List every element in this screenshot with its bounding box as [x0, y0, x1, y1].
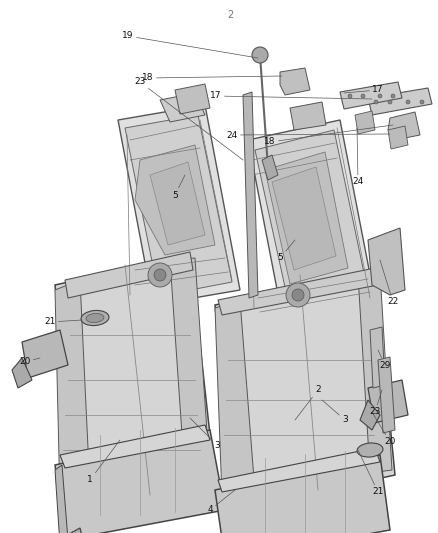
Text: 1: 1	[87, 440, 120, 484]
Circle shape	[391, 94, 395, 98]
Text: 4: 4	[207, 490, 235, 514]
Text: 24: 24	[226, 131, 390, 140]
Polygon shape	[125, 115, 232, 296]
Polygon shape	[22, 330, 68, 378]
Polygon shape	[388, 126, 408, 149]
Text: 7: 7	[0, 532, 1, 533]
Text: 6: 6	[0, 532, 1, 533]
Polygon shape	[358, 272, 392, 473]
Text: 18: 18	[264, 125, 393, 147]
Polygon shape	[170, 258, 210, 478]
Polygon shape	[378, 357, 395, 433]
Polygon shape	[215, 455, 390, 533]
Circle shape	[420, 100, 424, 104]
Text: 20: 20	[19, 358, 40, 367]
Polygon shape	[340, 82, 402, 109]
Polygon shape	[218, 448, 380, 492]
Circle shape	[378, 94, 382, 98]
Polygon shape	[65, 252, 193, 298]
Polygon shape	[60, 425, 210, 468]
Text: 3: 3	[190, 418, 220, 449]
Polygon shape	[280, 68, 310, 95]
Circle shape	[348, 94, 352, 98]
Polygon shape	[272, 167, 336, 270]
Polygon shape	[175, 84, 210, 114]
Text: 29: 29	[378, 350, 391, 369]
Text: 28: 28	[0, 532, 1, 533]
Text: 25: 25	[0, 532, 1, 533]
Text: 3: 3	[322, 400, 348, 424]
Text: 21: 21	[44, 318, 82, 327]
Circle shape	[388, 100, 392, 104]
Circle shape	[148, 263, 172, 287]
Polygon shape	[360, 400, 380, 430]
Text: 28: 28	[0, 532, 1, 533]
Text: 23: 23	[369, 390, 382, 416]
Text: 17: 17	[210, 92, 372, 101]
Polygon shape	[370, 327, 385, 388]
Text: 20: 20	[372, 412, 396, 447]
Text: 5: 5	[172, 175, 185, 199]
Text: 23: 23	[134, 77, 243, 160]
Polygon shape	[52, 528, 88, 533]
Text: 6: 6	[0, 532, 1, 533]
Text: 22: 22	[380, 260, 399, 306]
Text: 18: 18	[142, 74, 282, 83]
Polygon shape	[55, 280, 90, 500]
Polygon shape	[150, 162, 205, 245]
Text: 27: 27	[0, 532, 1, 533]
Polygon shape	[55, 465, 68, 533]
Polygon shape	[368, 228, 405, 295]
Polygon shape	[265, 152, 348, 284]
Text: 8: 8	[0, 532, 1, 533]
Ellipse shape	[81, 310, 109, 326]
Text: 15: 15	[0, 532, 1, 533]
Polygon shape	[368, 88, 432, 115]
Text: 17: 17	[344, 85, 384, 94]
Text: 14: 14	[0, 532, 1, 533]
Text: 12: 12	[0, 532, 1, 533]
Ellipse shape	[357, 443, 383, 457]
Polygon shape	[118, 105, 240, 305]
Polygon shape	[218, 268, 378, 315]
Polygon shape	[262, 155, 278, 180]
Polygon shape	[160, 93, 205, 122]
Polygon shape	[388, 112, 420, 140]
Text: 24: 24	[353, 128, 364, 187]
Polygon shape	[248, 120, 375, 320]
Text: 28: 28	[0, 532, 1, 533]
Circle shape	[406, 100, 410, 104]
Polygon shape	[55, 255, 215, 510]
Text: 16: 16	[0, 532, 1, 533]
Text: 10: 10	[0, 532, 1, 533]
Polygon shape	[355, 111, 375, 134]
Text: 19: 19	[122, 31, 258, 58]
Circle shape	[252, 47, 268, 63]
Text: 11: 11	[0, 532, 1, 533]
Circle shape	[374, 100, 378, 104]
Ellipse shape	[86, 313, 104, 322]
Text: 21: 21	[358, 450, 384, 497]
Polygon shape	[255, 130, 368, 310]
Circle shape	[292, 289, 304, 301]
Circle shape	[154, 269, 166, 281]
Polygon shape	[135, 145, 215, 255]
Text: 26: 26	[0, 532, 1, 533]
Text: 5: 5	[277, 240, 295, 262]
Text: 28: 28	[0, 532, 1, 533]
Polygon shape	[243, 92, 258, 298]
Text: 2: 2	[295, 385, 321, 420]
Polygon shape	[215, 270, 395, 510]
Polygon shape	[215, 300, 255, 498]
Circle shape	[361, 94, 365, 98]
Text: 2: 2	[227, 10, 233, 20]
Circle shape	[286, 283, 310, 307]
Text: 28: 28	[0, 532, 1, 533]
Text: 9: 9	[0, 532, 1, 533]
Polygon shape	[290, 102, 326, 130]
Polygon shape	[55, 430, 225, 533]
Polygon shape	[368, 380, 408, 423]
Polygon shape	[12, 358, 32, 388]
